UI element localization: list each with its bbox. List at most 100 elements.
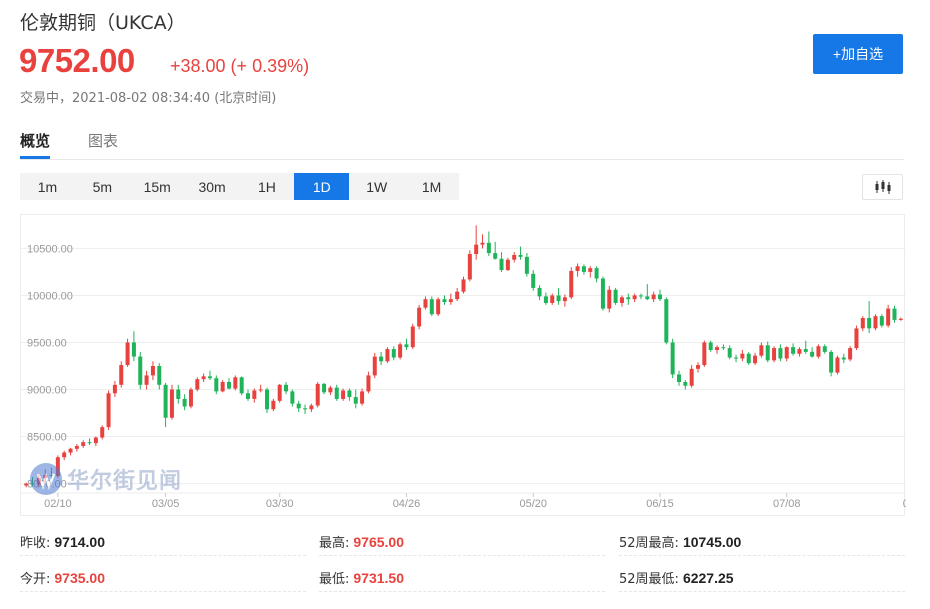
stat-52w-low: 52周最低: 6227.25 xyxy=(619,564,905,592)
candle xyxy=(226,378,231,390)
candle xyxy=(778,344,783,362)
tab-charts[interactable]: 图表 xyxy=(88,132,119,150)
x-tick-label: 03/05 xyxy=(152,498,180,510)
candle xyxy=(233,375,238,391)
candle xyxy=(341,388,346,401)
period-15m[interactable]: 15m xyxy=(143,178,171,195)
candle xyxy=(144,370,149,390)
candle xyxy=(607,286,612,313)
y-tick-label: 10500.00 xyxy=(27,243,73,255)
candle xyxy=(803,340,808,354)
candle xyxy=(835,355,840,375)
candle xyxy=(442,295,447,305)
y-tick-label: 9500.00 xyxy=(27,337,67,349)
candle xyxy=(201,373,206,382)
candle xyxy=(689,365,694,388)
candle xyxy=(455,287,460,302)
period-1d[interactable]: 1D xyxy=(294,173,350,200)
candle xyxy=(848,346,853,362)
stat-value: 9714.00 xyxy=(54,533,105,550)
stat-52w-high: 52周最高: 10745.00 xyxy=(619,528,905,556)
candle xyxy=(93,436,98,446)
candle xyxy=(474,225,479,260)
candle xyxy=(423,296,428,310)
watermark-text: 华尔街见闻 xyxy=(67,468,183,494)
candle xyxy=(683,380,688,390)
candle xyxy=(461,276,466,294)
candle xyxy=(315,381,320,408)
candle xyxy=(879,314,884,328)
price-chart[interactable]: 10500.0010000.009500.009000.008500.00800… xyxy=(20,214,906,516)
candle xyxy=(581,264,586,275)
x-tick-label: 03/30 xyxy=(266,498,294,510)
period-1h[interactable]: 1H xyxy=(257,178,276,195)
candle xyxy=(131,331,136,362)
candle xyxy=(784,346,789,362)
candle xyxy=(543,292,548,305)
candle xyxy=(74,444,79,452)
candle xyxy=(284,381,289,395)
candle xyxy=(265,387,270,414)
candle xyxy=(112,381,117,398)
candle xyxy=(24,482,29,488)
candle xyxy=(772,346,777,363)
candle xyxy=(207,370,212,381)
candle xyxy=(391,346,396,361)
candle xyxy=(182,394,187,411)
candle xyxy=(657,289,662,302)
candle xyxy=(886,304,891,328)
price-change: +38.00 (+ 0.39%) xyxy=(170,56,310,76)
candle xyxy=(195,377,200,392)
candle xyxy=(360,388,365,406)
candle xyxy=(702,340,707,367)
candle xyxy=(651,291,656,303)
candle xyxy=(715,345,720,354)
candle xyxy=(562,294,567,307)
candle xyxy=(271,398,276,412)
y-tick-label: 10000.00 xyxy=(27,290,73,302)
candle xyxy=(309,403,314,413)
candle xyxy=(499,252,504,272)
candle xyxy=(569,267,574,300)
candle xyxy=(81,440,86,448)
candle xyxy=(765,341,770,363)
period-1m[interactable]: 1m xyxy=(37,178,58,195)
add-to-watchlist-button[interactable]: +加自选 xyxy=(813,34,903,74)
candle xyxy=(100,425,105,440)
candle xyxy=(664,297,669,345)
period-1w[interactable]: 1W xyxy=(366,178,388,195)
candle xyxy=(734,354,739,363)
period-30m[interactable]: 30m xyxy=(198,178,226,195)
tab-overview[interactable]: 概览 xyxy=(20,128,51,159)
stat-label: 最低: xyxy=(319,572,350,587)
candle xyxy=(258,384,263,393)
candle xyxy=(822,344,827,354)
candle xyxy=(214,375,219,395)
period-1mo[interactable]: 1M xyxy=(421,178,442,195)
candle xyxy=(759,342,764,358)
stat-label: 52周最低: xyxy=(619,572,679,587)
candle xyxy=(746,351,751,366)
candle xyxy=(550,293,555,305)
candle xyxy=(467,250,472,282)
stat-value: 10745.00 xyxy=(682,533,742,550)
instrument-title: 伦敦期铜（UKCA） xyxy=(20,12,186,34)
stat-value: 9731.50 xyxy=(353,569,404,586)
candle xyxy=(854,325,859,351)
tab-divider xyxy=(20,159,904,160)
candle xyxy=(106,390,111,430)
chart-type-button[interactable] xyxy=(862,174,903,200)
candle xyxy=(645,284,650,301)
candle xyxy=(119,361,124,388)
candle xyxy=(493,241,498,260)
candle xyxy=(892,305,897,323)
candle xyxy=(303,404,308,414)
candle xyxy=(429,296,434,317)
candle xyxy=(670,338,675,379)
x-tick-label: 06/15 xyxy=(646,498,674,510)
candle xyxy=(290,389,295,407)
period-5m[interactable]: 5m xyxy=(92,178,113,195)
candle xyxy=(632,293,637,303)
candle xyxy=(220,380,225,393)
y-tick-label: 9000.00 xyxy=(27,385,67,397)
